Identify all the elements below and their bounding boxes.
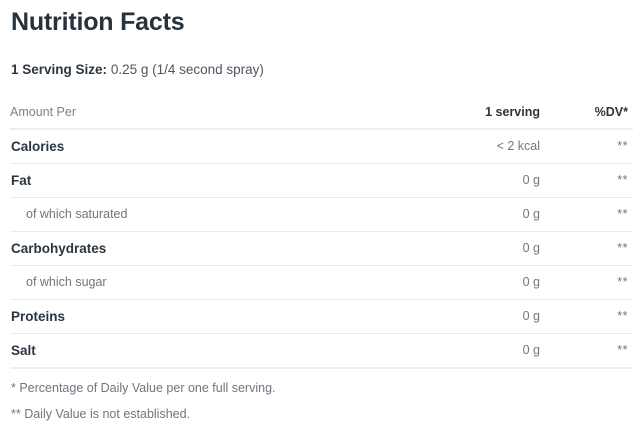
table-row: Proteins 0 g ** bbox=[10, 299, 633, 333]
table-row: of which saturated 0 g ** bbox=[10, 197, 633, 231]
table-row: Carbohydrates 0 g ** bbox=[10, 231, 633, 265]
table-header: Amount Per 1 serving %DV* bbox=[10, 96, 633, 129]
nutrient-daily-value: ** bbox=[617, 241, 628, 255]
nutrient-amount: 0 g bbox=[522, 241, 540, 255]
nutrient-name: Calories bbox=[11, 138, 65, 154]
table-row: Calories < 2 kcal ** bbox=[10, 129, 633, 163]
nutrient-amount: 0 g bbox=[522, 343, 540, 357]
serving-size-label: 1 Serving Size: bbox=[11, 62, 108, 77]
column-header-amount-per: Amount Per bbox=[10, 104, 77, 119]
table-header-row: Amount Per 1 serving %DV* bbox=[10, 96, 633, 129]
nutrition-table: Amount Per 1 serving %DV* Calories < 2 kc… bbox=[10, 96, 633, 369]
serving-size-value: 0.25 g (1/4 second spray) bbox=[110, 62, 264, 77]
nutrient-name: of which saturated bbox=[26, 207, 128, 221]
column-header-serving: 1 serving bbox=[485, 104, 540, 119]
page-title: Nutrition Facts bbox=[11, 8, 185, 36]
column-header-dv: %DV* bbox=[594, 104, 628, 119]
nutrient-amount: 0 g bbox=[522, 173, 540, 187]
nutrient-amount: 0 g bbox=[522, 309, 540, 323]
nutrient-daily-value: ** bbox=[617, 139, 628, 153]
table-row: Salt 0 g ** bbox=[10, 333, 633, 368]
nutrition-facts-panel: Nutrition Facts 1 Serving Size: 0.25 g (… bbox=[10, 8, 633, 420]
nutrient-daily-value: ** bbox=[617, 343, 628, 357]
footnote-percentage-daily-value: * Percentage of Daily Value per one full… bbox=[11, 380, 276, 395]
nutrient-daily-value: ** bbox=[617, 275, 628, 289]
table-row: Fat 0 g ** bbox=[10, 163, 633, 197]
footnotes: * Percentage of Daily Value per one full… bbox=[10, 369, 633, 435]
nutrient-name: Fat bbox=[11, 172, 32, 188]
table-row: of which sugar 0 g ** bbox=[10, 265, 633, 299]
nutrient-name: Proteins bbox=[11, 308, 66, 324]
footnote-daily-value-not-established: ** Daily Value is not established. bbox=[11, 407, 191, 421]
nutrient-name: of which sugar bbox=[26, 275, 107, 289]
nutrient-amount: < 2 kcal bbox=[496, 139, 540, 153]
nutrient-name: Salt bbox=[11, 342, 36, 358]
nutrient-daily-value: ** bbox=[617, 173, 628, 187]
table-body: Calories < 2 kcal ** Fat 0 g ** of which satur… bbox=[10, 129, 633, 368]
nutrient-amount: 0 g bbox=[522, 207, 540, 221]
serving-size-line: 1 Serving Size: 0.25 g (1/4 second spray… bbox=[10, 35, 633, 77]
nutrient-amount: 0 g bbox=[522, 275, 540, 289]
nutrient-daily-value: ** bbox=[617, 207, 628, 221]
nutrient-daily-value: ** bbox=[617, 309, 628, 323]
nutrient-name: Carbohydrates bbox=[11, 240, 107, 256]
